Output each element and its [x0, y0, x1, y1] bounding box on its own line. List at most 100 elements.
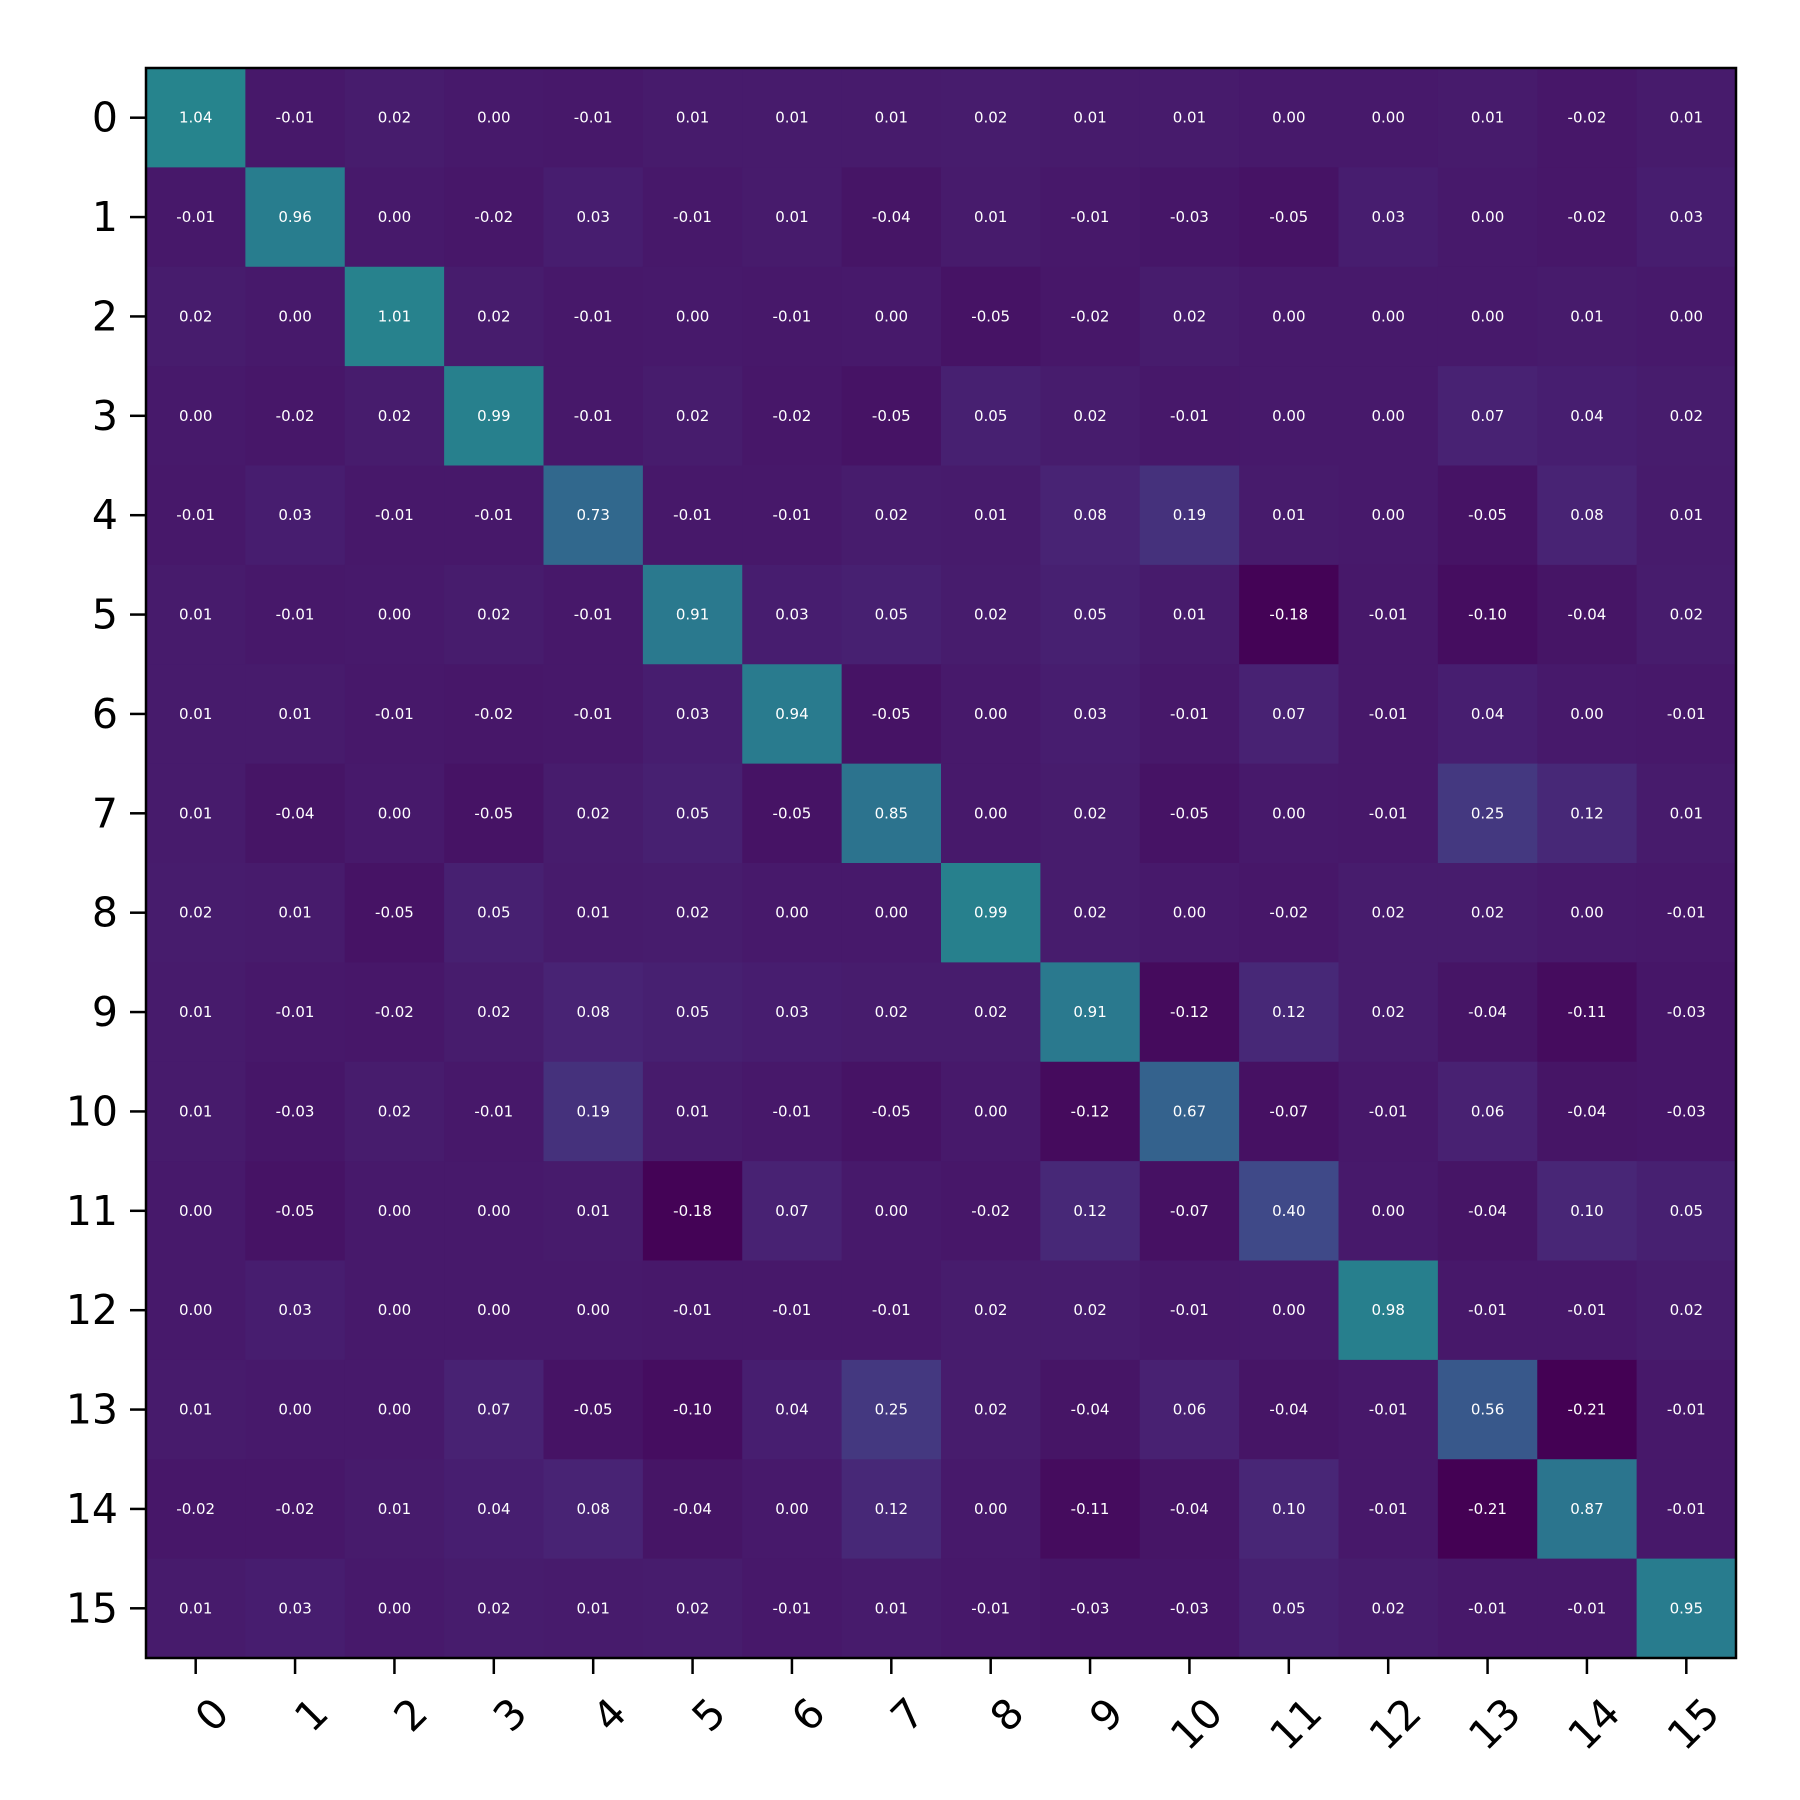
cell-value-label-6-14: 0.00: [1570, 705, 1603, 723]
heatmap-cell-11-4: [543, 1161, 644, 1262]
y-tick-label-9: 9: [92, 988, 118, 1036]
heatmap-cell-9-4: [543, 962, 644, 1063]
cell-value-label-12-14: -0.01: [1568, 1301, 1607, 1319]
heatmap-cell-1-1: [245, 167, 346, 268]
cell-value-label-8-10: 0.00: [1173, 904, 1206, 922]
heatmap-cell-9-12: [1338, 962, 1439, 1063]
heatmap-cell-0-8: [941, 68, 1041, 168]
heatmap-cell-15-5: [642, 1558, 743, 1659]
heatmap-cell-1-15: [1636, 167, 1737, 268]
cell-value-label-13-14: -0.21: [1568, 1401, 1607, 1419]
heatmap-cell-3-14: [1537, 366, 1638, 467]
heatmap-cell-3-15: [1636, 366, 1737, 467]
heatmap-cell-6-8: [941, 664, 1041, 765]
cell-value-label-15-15: 0.95: [1670, 1599, 1703, 1617]
cell-value-label-7-6: -0.05: [773, 804, 812, 822]
cell-value-label-11-12: 0.00: [1371, 1202, 1404, 1220]
heatmap-cells: [146, 68, 1737, 1659]
heatmap-cell-15-0: [146, 1558, 246, 1659]
cell-value-label-4-7: 0.02: [875, 506, 908, 524]
x-tick-label-11: 11: [1261, 1689, 1332, 1760]
cell-value-label-0-12: 0.00: [1371, 109, 1404, 127]
heatmap-cell-10-7: [841, 1061, 942, 1162]
heatmap-cell-6-1: [245, 664, 346, 765]
heatmap-cell-6-10: [1139, 664, 1240, 765]
cell-value-label-6-3: -0.02: [474, 705, 513, 723]
cell-value-label-12-2: 0.00: [378, 1301, 411, 1319]
cell-value-label-6-8: 0.00: [974, 705, 1007, 723]
heatmap-cell-12-14: [1537, 1260, 1638, 1361]
heatmap-cell-1-11: [1239, 167, 1340, 268]
cell-value-label-0-6: 0.01: [775, 109, 808, 127]
heatmap-cell-4-1: [245, 465, 346, 566]
cell-value-label-2-11: 0.00: [1272, 307, 1305, 325]
heatmap-cell-11-8: [941, 1161, 1041, 1262]
heatmap-cell-12-15: [1636, 1260, 1737, 1361]
cell-value-label-9-8: 0.02: [974, 1003, 1007, 1021]
cell-value-label-3-15: 0.02: [1670, 407, 1703, 425]
heatmap-cell-11-5: [642, 1161, 743, 1262]
heatmap-cell-1-2: [344, 167, 445, 268]
cell-value-label-10-7: -0.05: [872, 1102, 911, 1120]
heatmap-cell-14-6: [742, 1459, 843, 1560]
heatmap-cell-8-13: [1437, 863, 1538, 963]
cell-value-label-0-14: -0.02: [1568, 109, 1607, 127]
cell-value-label-6-15: -0.01: [1667, 705, 1706, 723]
heatmap-cell-8-14: [1537, 863, 1638, 963]
cell-value-label-15-1: 0.03: [278, 1599, 311, 1617]
cell-value-label-2-5: 0.00: [676, 307, 709, 325]
heatmap-cell-6-15: [1636, 664, 1737, 765]
cell-value-label-1-3: -0.02: [474, 208, 513, 226]
heatmap-cell-0-11: [1239, 68, 1340, 168]
heatmap-cell-6-0: [146, 664, 246, 765]
heatmap-cell-13-11: [1239, 1359, 1340, 1460]
heatmap-cell-14-7: [841, 1459, 942, 1560]
heatmap-cell-2-13: [1437, 266, 1538, 367]
heatmap-cell-7-9: [1040, 763, 1141, 864]
heatmap-cell-5-2: [344, 564, 445, 665]
cell-value-label-10-11: -0.07: [1269, 1102, 1308, 1120]
heatmap-cell-13-10: [1139, 1359, 1240, 1460]
heatmap-cell-13-5: [642, 1359, 743, 1460]
cell-value-label-15-9: -0.03: [1071, 1599, 1110, 1617]
cell-value-label-4-2: -0.01: [375, 506, 414, 524]
x-tick-label-3: 3: [484, 1689, 536, 1741]
heatmap-cell-0-6: [742, 68, 843, 168]
heatmap-cell-14-8: [941, 1459, 1041, 1560]
cell-value-label-15-10: -0.03: [1170, 1599, 1209, 1617]
y-tick-label-13: 13: [66, 1386, 118, 1434]
cell-value-label-14-11: 0.10: [1272, 1500, 1305, 1518]
cell-value-label-6-12: -0.01: [1369, 705, 1408, 723]
heatmap-cell-9-5: [642, 962, 743, 1063]
cell-value-label-10-12: -0.01: [1369, 1102, 1408, 1120]
heatmap-cell-12-2: [344, 1260, 445, 1361]
cell-value-label-9-9: 0.91: [1073, 1003, 1106, 1021]
cell-value-label-1-15: 0.03: [1670, 208, 1703, 226]
y-tick-label-11: 11: [66, 1187, 118, 1235]
heatmap-cell-12-9: [1040, 1260, 1141, 1361]
y-tick-label-15: 15: [66, 1584, 118, 1632]
cell-value-label-7-1: -0.04: [276, 804, 315, 822]
x-tick-label-14: 14: [1559, 1689, 1630, 1760]
cell-value-label-15-12: 0.02: [1371, 1599, 1404, 1617]
heatmap-cell-0-1: [245, 68, 346, 168]
cell-value-label-0-13: 0.01: [1471, 109, 1504, 127]
heatmap-cell-4-11: [1239, 465, 1340, 566]
x-tick-label-13: 13: [1459, 1689, 1530, 1760]
cell-value-label-7-15: 0.01: [1670, 804, 1703, 822]
heatmap-cell-9-9: [1040, 962, 1141, 1063]
heatmap-cell-12-1: [245, 1260, 346, 1361]
heatmap-cell-10-13: [1437, 1061, 1538, 1162]
heatmap-cell-11-12: [1338, 1161, 1439, 1262]
cell-value-label-13-1: 0.00: [278, 1401, 311, 1419]
heatmap-cell-3-5: [642, 366, 743, 467]
heatmap-cell-11-0: [146, 1161, 246, 1262]
cell-value-label-7-12: -0.01: [1369, 804, 1408, 822]
heatmap-cell-4-6: [742, 465, 843, 566]
y-tick-label-10: 10: [66, 1087, 118, 1135]
heatmap-cell-15-9: [1040, 1558, 1141, 1659]
heatmap-cell-10-12: [1338, 1061, 1439, 1162]
heatmap-cell-12-0: [146, 1260, 246, 1361]
heatmap-cell-11-7: [841, 1161, 942, 1262]
cell-value-label-2-4: -0.01: [574, 307, 613, 325]
